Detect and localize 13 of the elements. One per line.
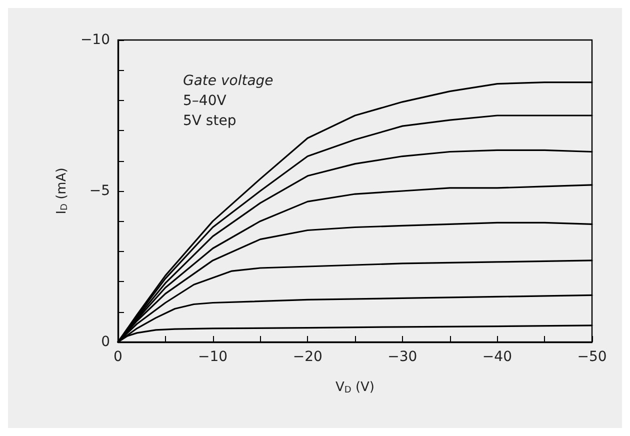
x-tick-label: 0: [114, 349, 122, 365]
annotation: 5V step: [183, 113, 236, 129]
y-axis-title: ID (mA): [54, 168, 70, 214]
x-tick-label: −50: [577, 349, 607, 365]
y-tick-label: −10: [80, 32, 110, 48]
annotation: 5–40V: [183, 93, 227, 109]
x-tick-label: −20: [292, 349, 322, 365]
x-tick-label: −30: [388, 349, 418, 365]
y-tick-label: −5: [89, 183, 110, 199]
y-tick-label: 0: [101, 334, 110, 350]
x-tick-label: −40: [482, 349, 512, 365]
x-tick-label: −10: [198, 349, 228, 365]
annotation: Gate voltage: [183, 73, 274, 89]
